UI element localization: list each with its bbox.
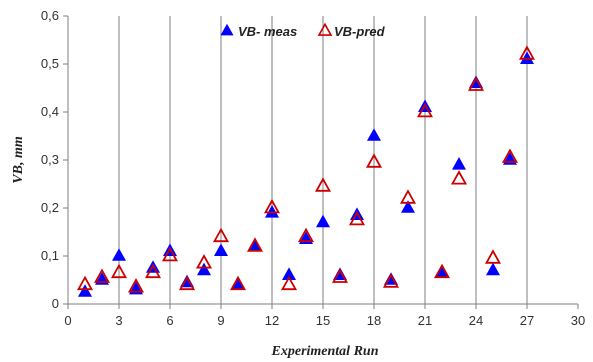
y-tick-label: 0,3: [41, 152, 59, 167]
data-point-meas: [78, 284, 92, 297]
data-point-pred: [467, 76, 485, 91]
series-vb-pred: [76, 45, 536, 293]
data-point-pred: [110, 263, 128, 279]
data-point-meas: [231, 277, 245, 290]
data-point-meas: [214, 243, 228, 256]
data-series: [76, 45, 536, 297]
legend-label-vb-meas: VB- meas: [238, 24, 297, 39]
data-point-meas: [112, 248, 126, 261]
data-point-pred: [178, 275, 196, 291]
data-point-meas: [520, 51, 534, 64]
data-point-meas: [316, 214, 330, 228]
data-point-pred: [127, 278, 145, 293]
data-point-pred: [212, 227, 230, 243]
x-tick-label: 15: [316, 313, 330, 328]
y-axis-title: VB, mm: [11, 136, 26, 184]
x-tick-label: 30: [571, 313, 585, 328]
data-point-pred: [297, 227, 315, 243]
data-point-pred: [416, 102, 434, 118]
data-point-meas: [486, 262, 500, 276]
y-tick-label: 0,5: [41, 56, 59, 71]
y-tick-label: 0,6: [41, 8, 59, 23]
tick-labels: 0 0,1 0,2 0,3 0,4 0,5 0,6 0 3 6 9 12 15 18 21 24 27 30: [41, 8, 585, 328]
legend-label-vb-pred: VB-pred: [334, 24, 386, 39]
data-point-pred: [195, 254, 213, 269]
data-point-pred: [93, 268, 111, 283]
data-point-meas: [435, 265, 449, 278]
data-point-meas: [367, 128, 381, 141]
data-point-pred: [144, 263, 162, 279]
data-point-pred: [518, 45, 536, 60]
x-tick-label: 12: [265, 313, 279, 328]
data-point-meas: [452, 157, 466, 170]
x-tick-label: 18: [367, 313, 381, 328]
y-tick-label: 0: [52, 296, 59, 311]
x-tick-label: 6: [166, 313, 173, 328]
gridlines: [118, 16, 528, 304]
data-point-pred: [399, 189, 417, 204]
data-point-pred: [484, 249, 502, 264]
x-tick-label: 0: [64, 313, 71, 328]
series-vb-meas: [78, 51, 534, 297]
y-tick-label: 0,4: [41, 104, 59, 119]
data-point-pred: [365, 153, 383, 168]
x-tick-label: 24: [469, 313, 483, 328]
data-point-pred: [229, 275, 247, 291]
data-point-pred: [382, 273, 400, 288]
x-tick-label: 3: [115, 313, 122, 328]
x-axis-title: Experimental Run: [271, 344, 379, 359]
legend-marker-vb-meas: [220, 23, 234, 36]
y-tick-label: 0,1: [41, 248, 59, 263]
data-point-pred: [246, 237, 264, 252]
x-tick-label: 9: [217, 313, 224, 328]
data-point-pred: [433, 263, 451, 279]
data-point-meas: [265, 205, 279, 218]
legend: VB- meas VB-pred: [220, 22, 386, 39]
y-tick-label: 0,2: [41, 200, 59, 215]
x-tick-label: 21: [418, 313, 432, 328]
data-point-pred: [314, 177, 332, 192]
data-point-pred: [161, 246, 179, 262]
data-point-pred: [348, 210, 366, 226]
data-point-meas: [197, 262, 211, 276]
data-point-pred: [280, 275, 298, 291]
data-point-meas: [282, 267, 296, 280]
data-point-pred: [450, 170, 468, 185]
x-tick-label: 27: [520, 313, 534, 328]
data-point-meas: [248, 238, 262, 252]
data-point-meas: [401, 200, 415, 213]
data-point-pred: [331, 268, 349, 283]
data-point-pred: [501, 148, 519, 163]
data-point-pred: [263, 198, 281, 214]
data-point-pred: [76, 275, 94, 291]
legend-marker-vb-pred: [317, 22, 333, 36]
